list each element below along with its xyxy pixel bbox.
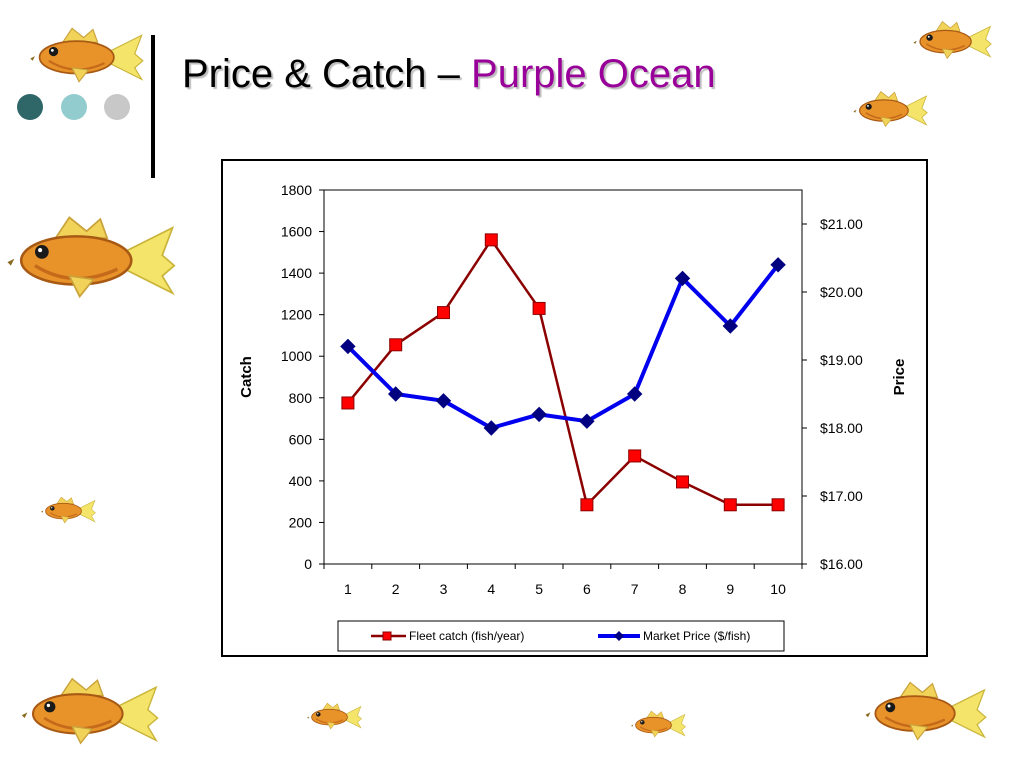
bullet-dot-2 [61,94,87,120]
chart-container: 0 200 400 600 800 1000 1200 1400 1600 1800 $16.00 $… [221,159,928,657]
y-tick-label: 1600 [281,224,312,240]
x-tick-label: 8 [679,581,687,597]
x-tick-label: 4 [487,581,495,597]
x-tick-label: 1 [344,581,352,597]
data-point-price [770,257,786,273]
fish-icon [912,20,992,60]
fish-icon [630,710,686,738]
data-point-price [626,386,643,402]
x-tick-label: 7 [631,581,639,597]
y2-tick-label: $21.00 [820,216,863,232]
chart-svg: 0 200 400 600 800 1000 1200 1400 1600 1800 $16.00 $… [238,182,908,652]
data-point-catch [628,449,642,463]
y-tick-label: 1800 [281,182,312,198]
data-point-catch [389,338,403,352]
legend-label-price: Market Price ($/fish) [643,629,750,643]
x-tick-label: 3 [440,581,448,597]
data-point-catch [341,396,355,410]
fish-icon [40,496,96,524]
fish-icon [852,90,928,128]
series-line-2 [346,263,780,430]
data-point-catch [532,301,546,315]
y2-tick-label: $20.00 [820,284,863,300]
y2-tick-label: $18.00 [820,420,863,436]
y-tick-label: 1000 [281,348,312,364]
bullet-dot-1 [17,94,43,120]
data-point-price [674,270,691,287]
fish-icon [20,677,160,745]
y-tick-label: 1400 [281,265,312,281]
legend-swatch-marker-price [614,631,624,641]
bullet-dot-3 [104,94,130,120]
y2-tick-label: $17.00 [820,488,863,504]
y2-tick-label: $19.00 [820,352,863,368]
data-point-price [722,318,739,334]
x-tick-label: 10 [770,581,786,597]
legend [337,620,785,652]
data-point-price [483,420,500,436]
x-tick-label: 9 [726,581,734,597]
data-point-catch [676,475,689,489]
y-axis-label: Catch [238,356,255,398]
slide-title: Price & Catch – Purple Ocean [182,52,716,97]
legend-label-catch: Fleet catch (fish/year) [409,629,524,643]
y-tick-label: 600 [289,431,313,447]
legend-swatch-marker-catch [382,631,392,641]
y-tick-label: 800 [289,390,313,406]
y-tick-label: 400 [289,473,313,489]
y2-tick-label: $16.00 [820,556,863,572]
y-tick-label: 200 [289,514,313,530]
x-tick-label: 5 [535,581,543,597]
data-point-catch [580,498,594,512]
data-point-catch [437,306,450,320]
x-tick-label: 2 [392,581,400,597]
fish-icon [306,702,362,730]
fish-icon [5,215,176,299]
data-point-catch [723,498,737,512]
y-tick-label: 0 [304,556,312,572]
data-point-price [579,413,595,429]
data-point-catch [484,233,498,247]
data-point-price [340,338,356,355]
y2-axis-label: Price [891,359,908,396]
series-line-1 [346,238,779,507]
title-main: Price & Catch – [182,52,460,96]
data-point-price [435,393,452,409]
data-point-catch [771,498,785,512]
fish-icon [29,27,144,83]
data-point-price [387,386,404,402]
fish-icon [864,681,988,741]
title-divider [151,35,155,178]
data-point-price [531,406,547,423]
y-tick-label: 1200 [281,307,312,323]
title-accent: Purple Ocean [471,52,716,96]
x-tick-label: 6 [583,581,591,597]
